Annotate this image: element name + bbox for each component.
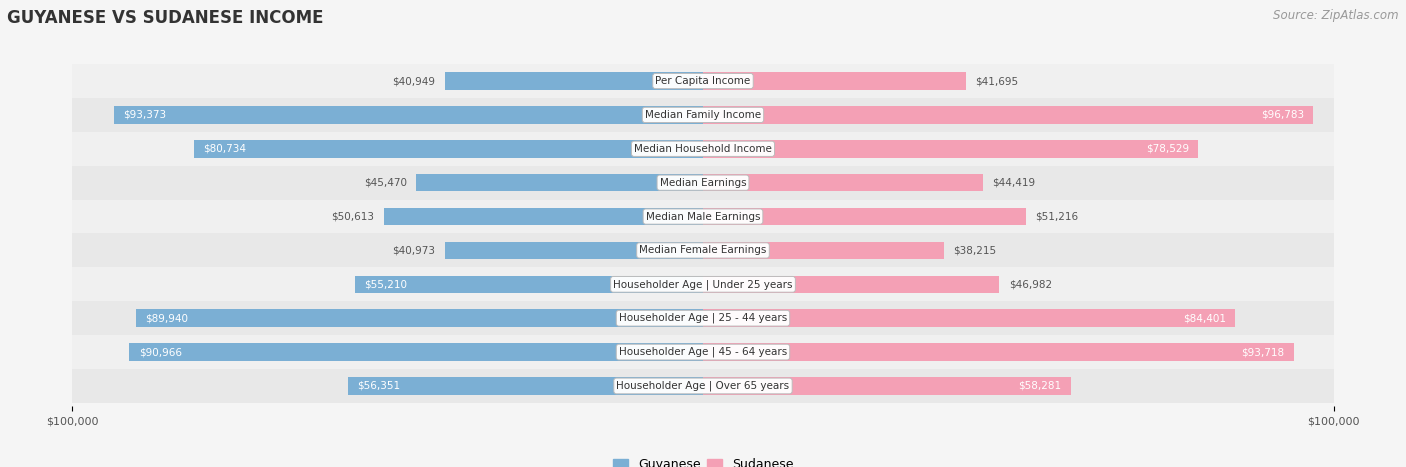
Bar xyxy=(703,276,1000,293)
Bar xyxy=(72,234,1334,268)
Bar xyxy=(347,377,703,395)
Text: $44,419: $44,419 xyxy=(993,177,1036,188)
Text: $50,613: $50,613 xyxy=(332,212,374,221)
Text: $93,718: $93,718 xyxy=(1241,347,1285,357)
Bar xyxy=(72,268,1334,301)
Text: $80,734: $80,734 xyxy=(204,144,246,154)
Bar xyxy=(384,208,703,226)
Bar xyxy=(703,72,966,90)
Text: $38,215: $38,215 xyxy=(953,246,997,255)
Bar xyxy=(703,140,1198,157)
Text: $51,216: $51,216 xyxy=(1035,212,1078,221)
Text: $46,982: $46,982 xyxy=(1008,279,1052,290)
Bar xyxy=(72,199,1334,234)
Bar xyxy=(703,106,1313,124)
Legend: Guyanese, Sudanese: Guyanese, Sudanese xyxy=(607,453,799,467)
Text: $56,351: $56,351 xyxy=(357,381,401,391)
Text: $96,783: $96,783 xyxy=(1261,110,1303,120)
Bar xyxy=(444,241,703,259)
Text: Householder Age | Under 25 years: Householder Age | Under 25 years xyxy=(613,279,793,290)
Bar xyxy=(136,310,703,327)
Text: Householder Age | 25 - 44 years: Householder Age | 25 - 44 years xyxy=(619,313,787,324)
Bar xyxy=(72,369,1334,403)
Bar xyxy=(703,343,1294,361)
Bar xyxy=(416,174,703,191)
Bar xyxy=(703,174,983,191)
Bar xyxy=(72,64,1334,98)
Bar xyxy=(194,140,703,157)
Text: $93,373: $93,373 xyxy=(124,110,167,120)
Text: $55,210: $55,210 xyxy=(364,279,408,290)
Bar xyxy=(703,377,1070,395)
Text: $90,966: $90,966 xyxy=(139,347,181,357)
Text: Householder Age | 45 - 64 years: Householder Age | 45 - 64 years xyxy=(619,347,787,357)
Text: Median Earnings: Median Earnings xyxy=(659,177,747,188)
Text: Median Household Income: Median Household Income xyxy=(634,144,772,154)
Text: $78,529: $78,529 xyxy=(1146,144,1189,154)
Text: $84,401: $84,401 xyxy=(1182,313,1226,323)
Bar xyxy=(703,241,943,259)
Bar xyxy=(354,276,703,293)
Text: Householder Age | Over 65 years: Householder Age | Over 65 years xyxy=(616,381,790,391)
Bar xyxy=(703,208,1026,226)
Bar xyxy=(72,98,1334,132)
Bar xyxy=(72,166,1334,199)
Bar xyxy=(444,72,703,90)
Text: $58,281: $58,281 xyxy=(1018,381,1062,391)
Text: GUYANESE VS SUDANESE INCOME: GUYANESE VS SUDANESE INCOME xyxy=(7,9,323,28)
Bar xyxy=(114,106,703,124)
Text: Median Male Earnings: Median Male Earnings xyxy=(645,212,761,221)
Text: $40,973: $40,973 xyxy=(392,246,434,255)
Bar xyxy=(72,301,1334,335)
Bar xyxy=(72,335,1334,369)
Text: $45,470: $45,470 xyxy=(364,177,406,188)
Bar xyxy=(129,343,703,361)
Text: Median Female Earnings: Median Female Earnings xyxy=(640,246,766,255)
Bar xyxy=(72,132,1334,166)
Text: $89,940: $89,940 xyxy=(145,313,188,323)
Text: Median Family Income: Median Family Income xyxy=(645,110,761,120)
Text: $41,695: $41,695 xyxy=(976,76,1018,86)
Text: Source: ZipAtlas.com: Source: ZipAtlas.com xyxy=(1274,9,1399,22)
Bar xyxy=(703,310,1236,327)
Text: $40,949: $40,949 xyxy=(392,76,436,86)
Text: Per Capita Income: Per Capita Income xyxy=(655,76,751,86)
